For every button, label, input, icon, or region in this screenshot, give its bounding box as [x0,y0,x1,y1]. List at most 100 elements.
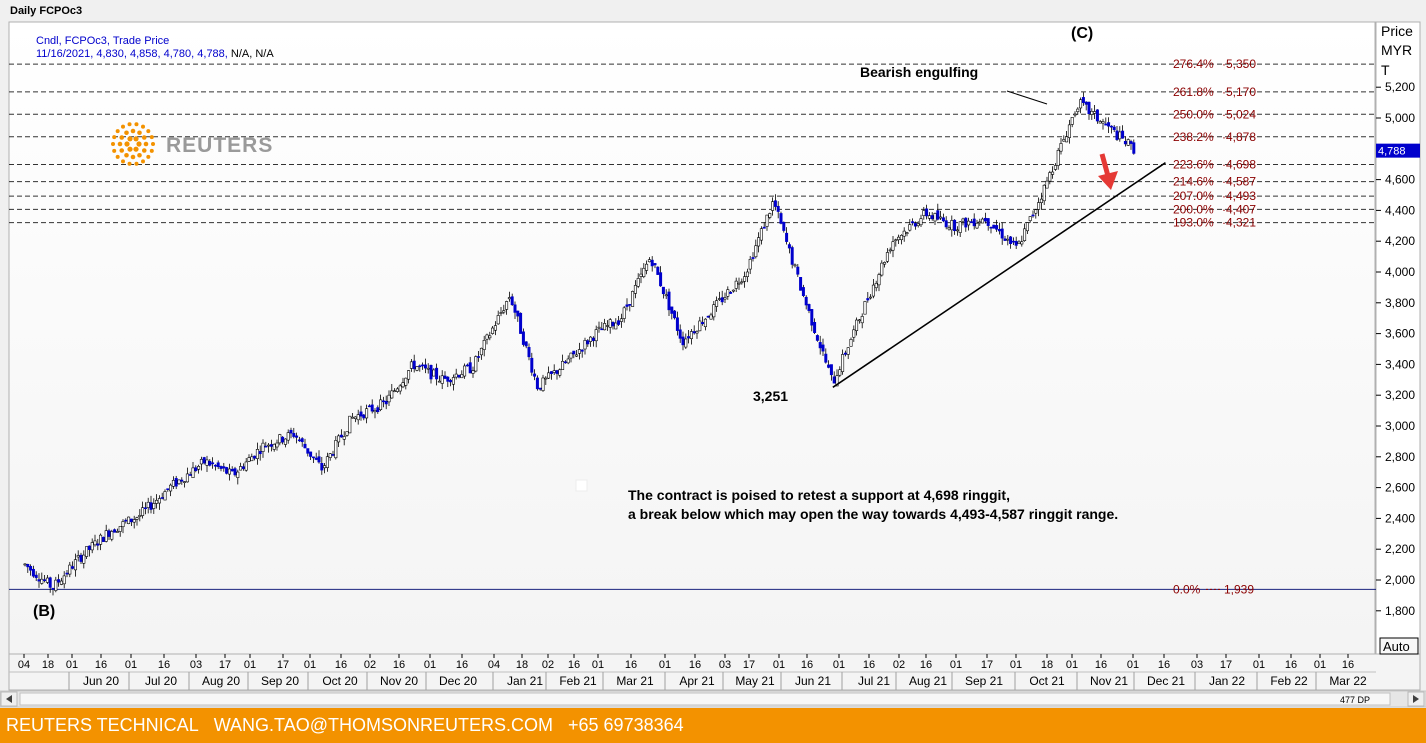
x-tick-label: 16 [801,659,813,671]
legend-na: N/A, N/A [228,48,275,60]
candle-body [703,318,707,328]
candle-body [958,221,962,233]
candle-body [969,221,973,223]
candle-body [667,291,671,311]
candle-body [93,540,97,546]
candle-body [351,416,355,419]
candle-body [496,315,500,325]
candle-body [689,331,693,339]
price-axis-panel [1375,21,1421,655]
candle-body [482,339,486,350]
candle-body [51,588,55,590]
candle-body [695,331,699,334]
comment-line1: The contract is poised to retest a suppo… [628,487,1010,503]
fib-level-value: ·4,407 [1222,202,1256,216]
candle-body [843,352,847,355]
x-tick-label: 01 [304,659,316,671]
candle-body [857,319,861,322]
price-axis-title: Price [1381,23,1413,39]
candle-body [989,226,993,229]
candle-body [426,367,430,370]
candle-body [239,466,243,471]
candle-body [1017,241,1021,245]
candle-body [552,370,556,373]
candle-body [855,319,859,331]
candle-body [1067,124,1071,138]
candle-body [863,301,867,315]
logo-dot [112,148,117,153]
candle-body [261,442,265,452]
candle-body [600,328,604,331]
candle-body [421,364,425,367]
candle-body [997,229,1001,232]
fib-level-label: 250.0% [1173,107,1214,121]
candle-body [815,335,819,341]
footer-email[interactable]: WANG.TAO@THOMSONREUTERS.COM [213,715,553,735]
x-tick-label: 01 [592,659,604,671]
candle-body [488,335,492,339]
candle-body [541,377,545,391]
candle-body [801,287,805,296]
candle-body [577,349,581,354]
candle-body [141,507,145,516]
candle-body [174,478,178,487]
candle-body [731,289,735,292]
scroll-thumb[interactable] [19,692,1391,706]
auto-scale-button-label: Auto [1383,639,1410,654]
candle-body [558,369,562,376]
candle-body [247,457,251,462]
candle-body [1098,121,1102,124]
candle-body [295,435,299,438]
candle-body [636,278,640,287]
candle-body [639,273,643,277]
candle-body [1009,236,1013,244]
candle-body [202,457,206,464]
candle-body [471,370,475,374]
candle-body [785,232,789,242]
candle-body [941,217,945,222]
candle-body [513,304,517,313]
candle-body [1059,143,1063,152]
candle-body [404,377,408,386]
candle-body [401,382,405,388]
candle-body [328,453,332,458]
x-month-label: Nov 20 [380,674,418,688]
fib-level-label: 207.0% [1173,189,1214,203]
scroll-position-tag: 477 DP [1340,695,1370,705]
candle-body [619,318,623,322]
candle-body [465,364,469,367]
candle-body [463,365,467,377]
candle-body [395,388,399,392]
candle-body [155,499,159,504]
candle-body [390,390,394,399]
candle-body [757,237,761,247]
y-tick-label: 1,800 [1385,604,1415,618]
candle-body [894,239,898,242]
y-tick-label: 2,200 [1385,542,1415,556]
fib-level-value: ·4,493 [1222,189,1256,203]
x-month-label: Jun 21 [795,674,831,688]
logo-dot [141,148,147,153]
candle-body [454,373,458,378]
candle-body [972,218,976,227]
candle-body [124,519,128,522]
logo-dot [124,152,129,158]
logo-dot [127,161,132,166]
candle-body [936,210,940,220]
candle-body [1034,209,1038,214]
candle-body [659,272,663,287]
candle-body [1118,131,1122,140]
candle-body [964,217,968,228]
candle-body [169,484,173,492]
candle-body [1123,141,1127,145]
support-trendline[interactable] [832,161,1166,389]
y-tick-label: 4,400 [1385,203,1415,217]
x-tick-label: 16 [95,659,107,671]
candle-body [589,336,593,342]
candle-body [191,467,195,479]
candle-body [418,365,422,368]
candle-body [376,407,380,413]
candle-body [205,459,209,466]
y-tick-label: 5,200 [1385,80,1415,94]
auto-scale-button[interactable] [1379,637,1419,655]
